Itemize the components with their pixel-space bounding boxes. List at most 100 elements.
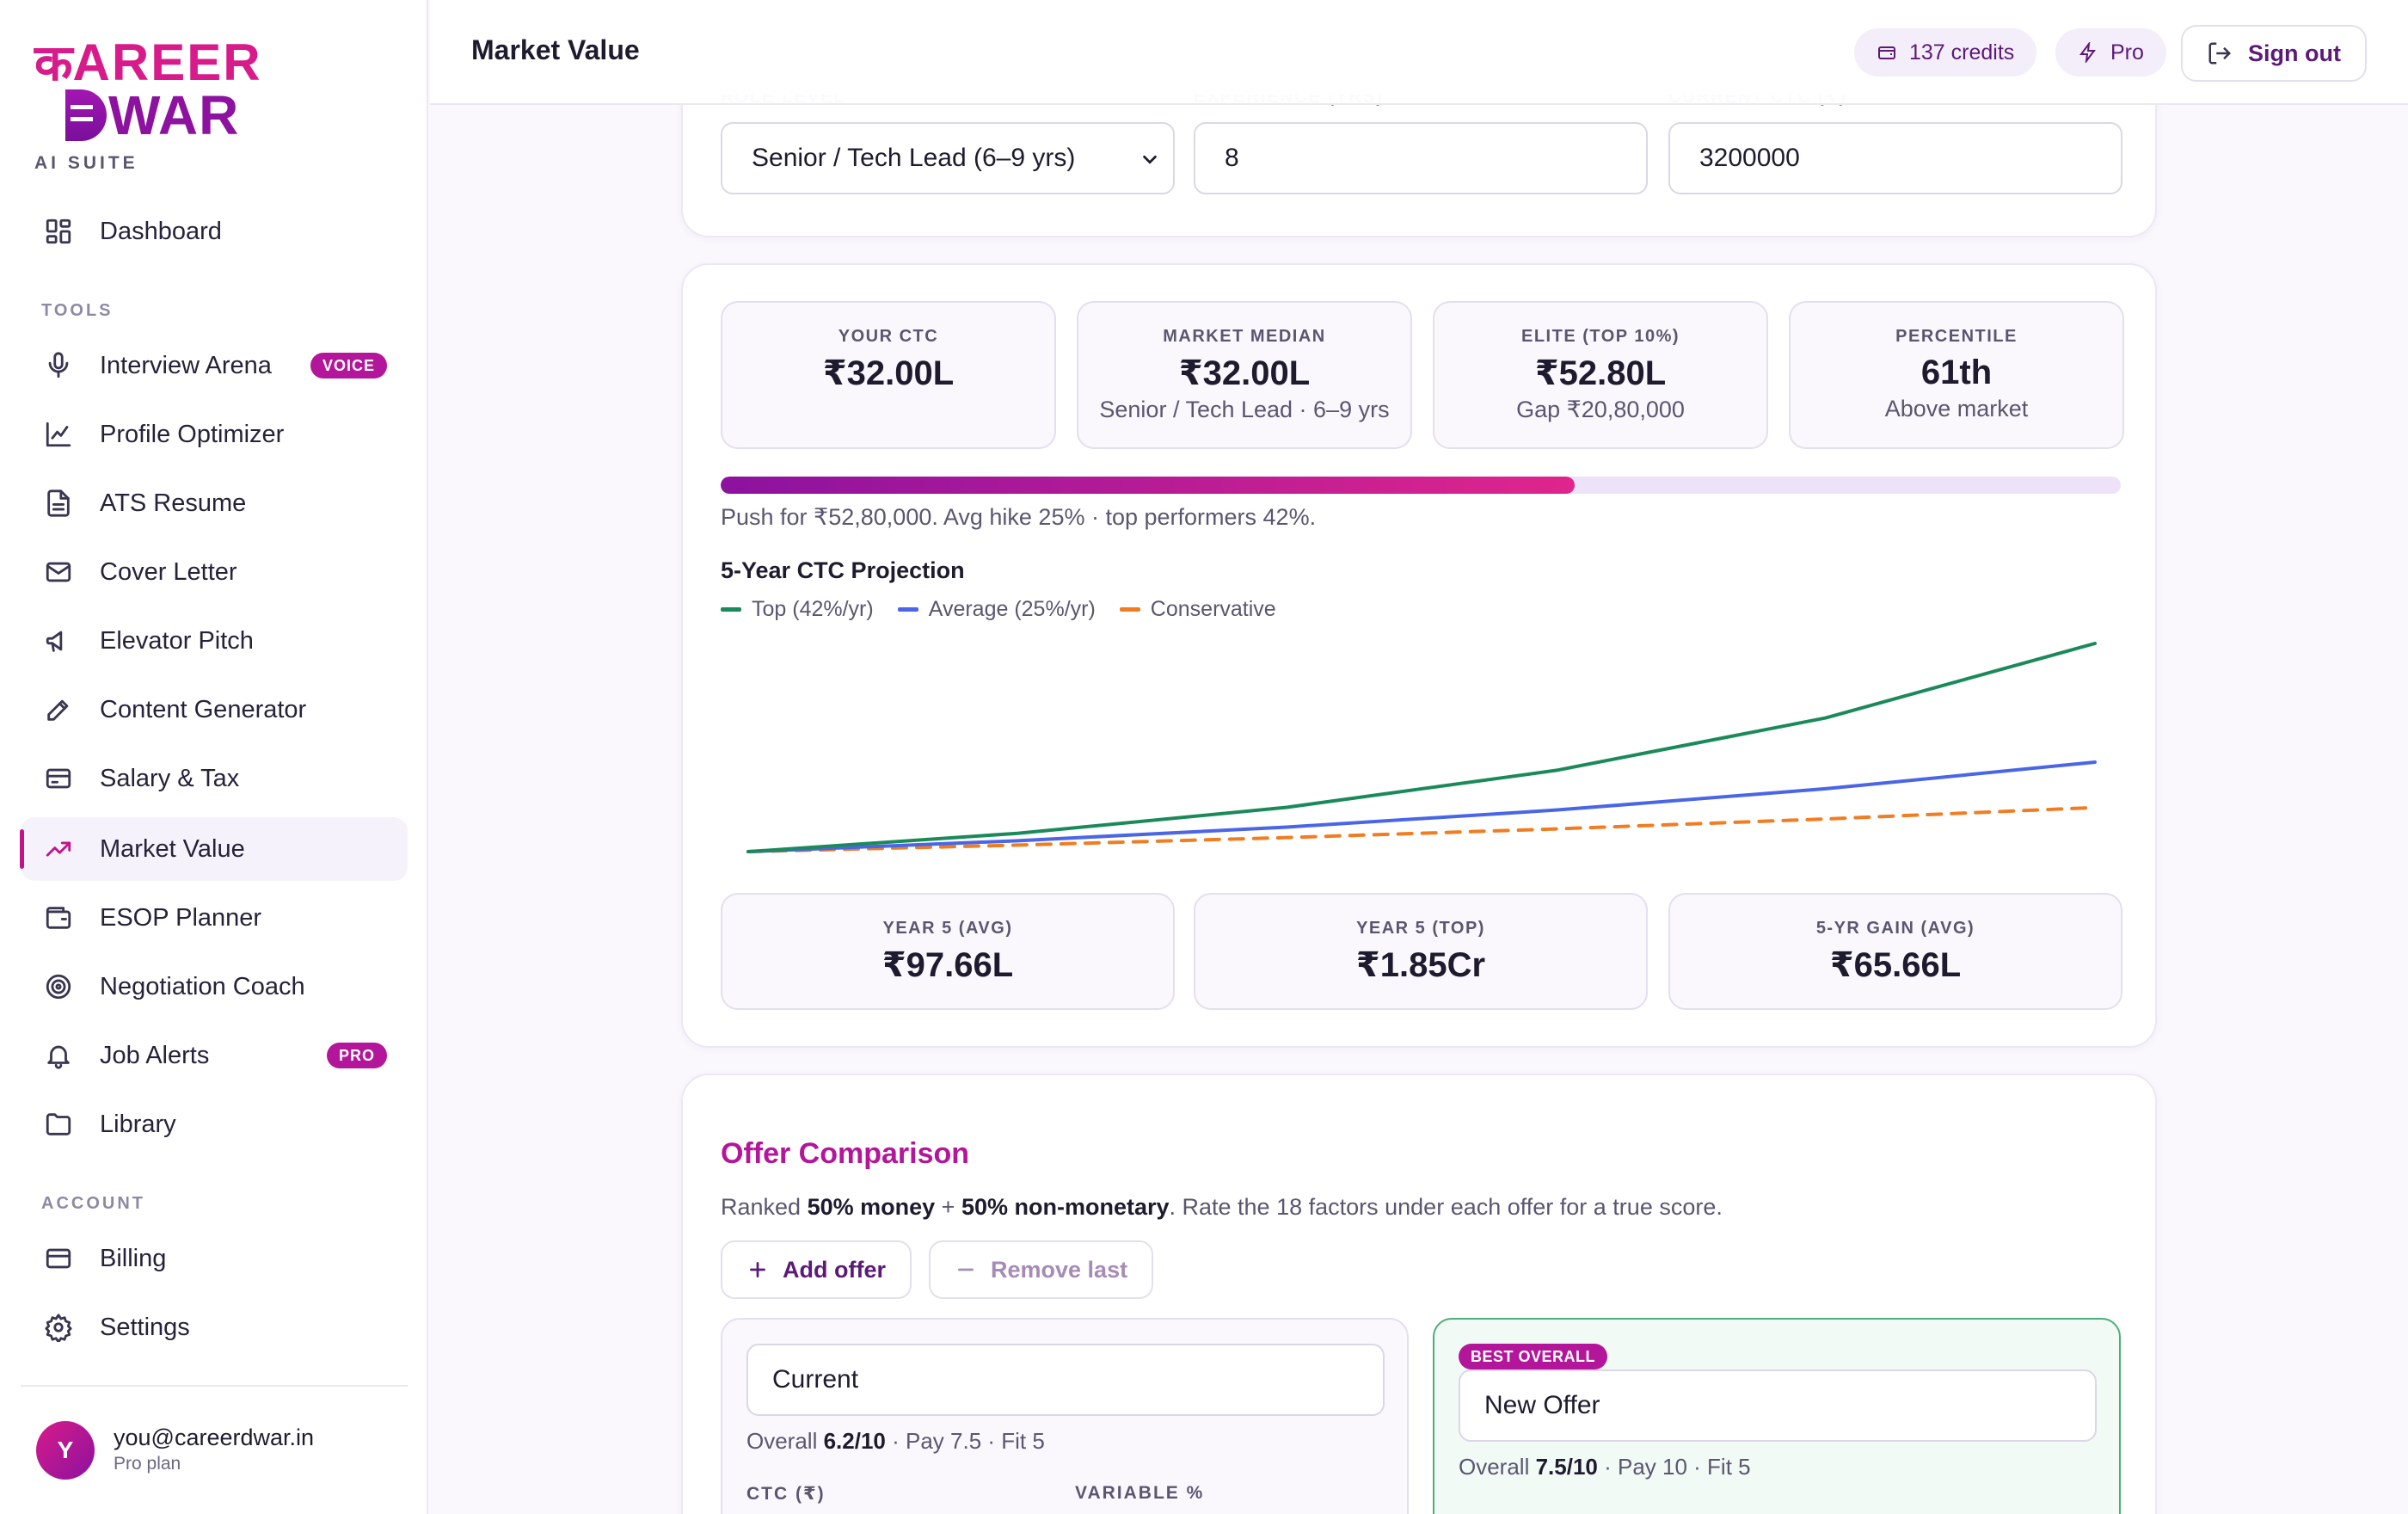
stat-value: 61th — [1920, 354, 1993, 391]
brand-logo[interactable]: क AREER WAR — [34, 34, 310, 144]
sidebar-item-billing[interactable]: Billing — [21, 1227, 408, 1290]
sidebar-item-content-generator[interactable]: Content Generator — [21, 678, 408, 742]
sidebar-item-library[interactable]: Library — [21, 1092, 408, 1156]
current-ctc-value: 3200000 — [1699, 144, 1800, 172]
envelope-icon — [43, 557, 74, 588]
push-text: Push for ₹52,80,000. Avg hike 25% · top … — [721, 504, 1317, 530]
sidebar-item-label: Library — [100, 1110, 176, 1138]
current-ctc-input[interactable]: 3200000 — [1668, 122, 2122, 194]
stat-value: ₹32.00L — [822, 354, 955, 392]
legend-label: Average (25%/yr) — [928, 597, 1096, 621]
sidebar-item-elevator-pitch[interactable]: Elevator Pitch — [21, 609, 408, 673]
sidebar-item-label: Interview Arena — [100, 351, 272, 379]
series-line-0 — [746, 642, 2097, 853]
sidebar-item-esop-planner[interactable]: ESOP Planner — [21, 886, 408, 950]
progress-fill — [721, 477, 1576, 494]
stat-sub: Senior / Tech Lead · 6–9 yrs — [1099, 397, 1390, 422]
stat-label: YOUR CTC — [838, 327, 939, 346]
offer-summary: Overall 6.2/10 · Pay 7.5 · Fit 5 — [746, 1428, 1045, 1454]
legend-item-top[interactable]: Top (42%/yr) — [721, 597, 874, 622]
sidebar-divider — [21, 1385, 408, 1387]
voice-badge: VOICE — [310, 353, 387, 378]
sidebar-item-profile-optimizer[interactable]: Profile Optimizer — [21, 403, 408, 466]
role-level-select[interactable]: Senior / Tech Lead (6–9 yrs) — [721, 122, 1175, 194]
plan-pill[interactable]: Pro — [2055, 28, 2166, 77]
offer-name-input[interactable]: Current — [746, 1344, 1385, 1416]
sidebar-item-settings[interactable]: Settings — [21, 1296, 408, 1359]
offer-comparison-desc: Ranked 50% money + 50% non-monetary. Rat… — [721, 1194, 1723, 1220]
trend-up-icon — [43, 834, 74, 865]
sidebar-item-market-value[interactable]: Market Value — [20, 817, 408, 881]
sidebar-item-salary-tax[interactable]: Salary & Tax — [21, 747, 408, 810]
stat-sub: Above market — [1884, 396, 2029, 422]
sidebar-item-label: Salary & Tax — [100, 764, 240, 792]
legend-item-average[interactable]: Average (25%/yr) — [897, 597, 1096, 622]
offer-summary: Overall 7.5/10 · Pay 10 · Fit 5 — [1459, 1454, 1751, 1480]
offer-name-value: New Offer — [1484, 1391, 1600, 1419]
sidebar-item-cover-letter[interactable]: Cover Letter — [21, 540, 408, 604]
user-plan: Pro plan — [114, 1454, 181, 1474]
sidebar-item-label: Market Value — [100, 834, 245, 863]
top-header: Market Value 137 credits Pro Sign out — [430, 0, 2408, 105]
experience-input[interactable]: 8 — [1194, 122, 1648, 194]
sidebar-item-label: Job Alerts — [100, 1041, 210, 1069]
add-offer-button[interactable]: Add offer — [721, 1240, 912, 1299]
stat-sub: Gap ₹20,80,000 — [1516, 397, 1685, 422]
remove-last-label: Remove last — [991, 1256, 1128, 1283]
remove-last-button[interactable]: Remove last — [929, 1240, 1154, 1299]
user-email: you@careerdwar.in — [114, 1425, 315, 1450]
offer-name-input[interactable]: New Offer — [1459, 1369, 2097, 1442]
stat-elite: ELITE (TOP 10%) ₹52.80L Gap ₹20,80,000 — [1433, 301, 1768, 449]
document-icon — [43, 488, 74, 519]
add-offer-label: Add offer — [783, 1256, 886, 1283]
sidebar-item-dashboard[interactable]: Dashboard — [21, 200, 408, 263]
pro-badge: PRO — [326, 1043, 387, 1068]
wallet-icon — [43, 902, 74, 933]
sidebar: क AREER WAR AI SUITE Dashboard TOOLS Int… — [0, 0, 428, 1514]
stat-value: ₹97.66L — [882, 946, 1014, 984]
credits-pill[interactable]: 137 credits — [1854, 28, 2037, 77]
sidebar-item-label: ESOP Planner — [100, 903, 262, 932]
chevron-down-icon — [1143, 155, 1157, 164]
sidebar-item-label: Elevator Pitch — [100, 626, 254, 655]
sidebar-item-label: Dashboard — [100, 217, 222, 245]
line-chart-icon — [43, 419, 74, 450]
stat-value: ₹32.00L — [1178, 354, 1311, 392]
stat-label: YEAR 5 (TOP) — [1356, 919, 1485, 938]
sidebar-item-job-alerts[interactable]: Job Alerts PRO — [21, 1024, 408, 1087]
brand-tagline: AI SUITE — [34, 153, 138, 173]
logo-devanagari: क — [34, 34, 73, 92]
sign-out-label: Sign out — [2248, 40, 2341, 66]
nav-section-tools: TOOLS — [41, 301, 114, 320]
stat-label: MARKET MEDIAN — [1163, 327, 1326, 346]
stat-value: ₹1.85Cr — [1355, 946, 1486, 984]
offer-card-current: Current Overall 6.2/10 · Pay 7.5 · Fit 5… — [721, 1318, 1409, 1514]
offer-card-new-offer: BEST OVERALL New Offer Overall 7.5/10 · … — [1433, 1318, 2121, 1514]
credit-card-icon — [43, 1243, 74, 1274]
ctc-column-label: CTC (₹) — [746, 1484, 826, 1504]
sidebar-item-negotiation-coach[interactable]: Negotiation Coach — [21, 955, 408, 1019]
sign-out-button[interactable]: Sign out — [2181, 25, 2367, 82]
sidebar-item-label: ATS Resume — [100, 489, 247, 517]
sidebar-item-interview-arena[interactable]: Interview Arena VOICE — [21, 334, 408, 397]
logo-line1: AREER — [72, 34, 262, 91]
legend-swatch — [897, 607, 918, 612]
plan-label: Pro — [2110, 40, 2144, 65]
avatar[interactable]: Y — [36, 1421, 95, 1480]
series-line-1 — [746, 760, 2097, 853]
pencil-icon — [43, 694, 74, 725]
grid-icon — [43, 216, 74, 247]
chart-legend: Top (42%/yr) Average (25%/yr) Conservati… — [721, 597, 1300, 622]
offer-comparison-title: Offer Comparison — [721, 1137, 970, 1170]
sidebar-item-ats-resume[interactable]: ATS Resume — [21, 471, 408, 535]
sign-out-icon — [2208, 42, 2232, 65]
target-icon — [43, 971, 74, 1002]
percentile-progress-bar — [721, 477, 2121, 494]
stat-value: ₹52.80L — [1534, 354, 1667, 392]
stat-label: PERCENTILE — [1895, 327, 2018, 346]
sidebar-item-label: Billing — [100, 1244, 167, 1272]
card-icon — [43, 763, 74, 794]
legend-item-conservative[interactable]: Conservative — [1119, 597, 1276, 622]
bell-icon — [43, 1040, 74, 1071]
credits-label: 137 credits — [1909, 40, 2015, 65]
